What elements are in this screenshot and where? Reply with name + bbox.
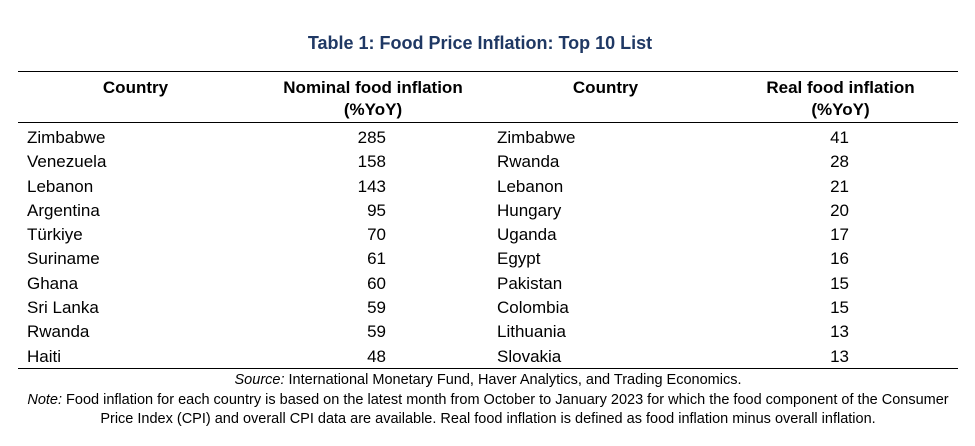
table-row: Lebanon 143 Lebanon 21 bbox=[18, 175, 958, 199]
table-bottom-rule bbox=[18, 368, 958, 369]
source-line: Source: International Monetary Fund, Hav… bbox=[18, 371, 958, 391]
cell-country-nominal: Rwanda bbox=[27, 322, 90, 342]
header-real-line1: Real food inflation bbox=[766, 78, 915, 97]
cell-country-real: Zimbabwe bbox=[497, 128, 576, 147]
cell-real-value: 28 bbox=[830, 152, 849, 172]
cell-real-value: 16 bbox=[830, 249, 849, 269]
note-label: Note: bbox=[27, 391, 63, 408]
cell-country-nominal: Ghana bbox=[27, 273, 79, 293]
table-header: Country Nominal food inflation (%YoY) Co… bbox=[18, 77, 958, 121]
table-row: Sri Lanka 59 Colombia 15 bbox=[18, 296, 958, 320]
table-top-rule bbox=[18, 71, 958, 72]
table-row: Venezuela 158 Rwanda 28 bbox=[18, 150, 958, 174]
table-body: Zimbabwe 285 Zimbabwe 41 Venezuela 158 R… bbox=[18, 126, 958, 369]
cell-country-nominal: Zimbabwe bbox=[27, 128, 106, 147]
cell-country-nominal: Suriname bbox=[27, 249, 100, 269]
cell-real-value: 41 bbox=[830, 128, 849, 147]
table-row: Argentina 95 Hungary 20 bbox=[18, 199, 958, 223]
cell-country-real: Lebanon bbox=[497, 176, 564, 196]
header-nominal-line1: Nominal food inflation bbox=[283, 78, 463, 97]
header-nominal-line2: (%YoY) bbox=[343, 100, 403, 119]
cell-nominal-value: 95 bbox=[367, 200, 386, 220]
cell-nominal-value: 61 bbox=[367, 249, 386, 269]
source-text: International Monetary Fund, Haver Analy… bbox=[284, 372, 742, 388]
cell-nominal-value: 70 bbox=[367, 225, 386, 245]
cell-country-nominal: Argentina bbox=[27, 200, 100, 220]
header-country-real: Country bbox=[528, 77, 683, 99]
cell-real-value: 20 bbox=[830, 200, 849, 220]
table-row: Suriname 61 Egypt 16 bbox=[18, 247, 958, 271]
cell-real-value: 13 bbox=[830, 346, 849, 366]
header-real-line2: (%YoY) bbox=[811, 100, 870, 119]
cell-country-nominal: Haiti bbox=[27, 346, 62, 366]
source-label: Source: bbox=[234, 372, 285, 388]
cell-real-value: 13 bbox=[830, 322, 849, 342]
cell-nominal-value: 59 bbox=[367, 298, 386, 318]
header-country-real-label: Country bbox=[572, 78, 639, 97]
table-row: Türkiye 70 Uganda 17 bbox=[18, 223, 958, 247]
cell-real-value: 21 bbox=[830, 176, 849, 196]
cell-real-value: 15 bbox=[830, 273, 849, 293]
cell-country-real: Slovakia bbox=[497, 346, 562, 366]
cell-country-nominal: Venezuela bbox=[27, 152, 107, 172]
cell-country-real: Lithuania bbox=[497, 322, 567, 342]
cell-country-real: Rwanda bbox=[497, 152, 560, 172]
cell-nominal-value: 285 bbox=[357, 128, 386, 147]
table-header-rule bbox=[18, 122, 958, 123]
cell-country-real: Hungary bbox=[497, 200, 562, 220]
cell-nominal-value: 60 bbox=[367, 273, 386, 293]
header-real-inflation: Real food inflation (%YoY) bbox=[723, 77, 958, 121]
header-country-nominal: Country bbox=[58, 77, 213, 99]
cell-nominal-value: 59 bbox=[367, 322, 386, 342]
cell-country-nominal: Sri Lanka bbox=[27, 298, 99, 318]
cell-real-value: 15 bbox=[830, 298, 849, 318]
cell-real-value: 17 bbox=[830, 225, 849, 245]
cell-country-real: Uganda bbox=[497, 225, 557, 245]
note-text: Food inflation for each country is based… bbox=[62, 391, 949, 428]
cell-country-real: Pakistan bbox=[497, 273, 563, 293]
table-notes: Source: International Monetary Fund, Hav… bbox=[18, 371, 958, 430]
table-row: Ghana 60 Pakistan 15 bbox=[18, 272, 958, 296]
header-nominal-inflation: Nominal food inflation (%YoY) bbox=[258, 77, 488, 121]
cell-nominal-value: 143 bbox=[357, 176, 386, 196]
header-country-nominal-label: Country bbox=[102, 78, 169, 97]
table-row: Rwanda 59 Lithuania 13 bbox=[18, 320, 958, 344]
cell-country-real: Egypt bbox=[497, 249, 541, 269]
table-row: Zimbabwe 285 Zimbabwe 41 bbox=[18, 126, 958, 150]
note-line: Note: Food inflation for each country is… bbox=[18, 391, 958, 430]
cell-country-real: Colombia bbox=[497, 298, 569, 318]
table-title: Table 1: Food Price Inflation: Top 10 Li… bbox=[307, 33, 653, 53]
cell-nominal-value: 158 bbox=[357, 152, 386, 172]
table-row: Haiti 48 Slovakia 13 bbox=[18, 345, 958, 369]
cell-country-nominal: Türkiye bbox=[27, 225, 83, 245]
cell-country-nominal: Lebanon bbox=[27, 176, 94, 196]
cell-nominal-value: 48 bbox=[367, 346, 386, 366]
